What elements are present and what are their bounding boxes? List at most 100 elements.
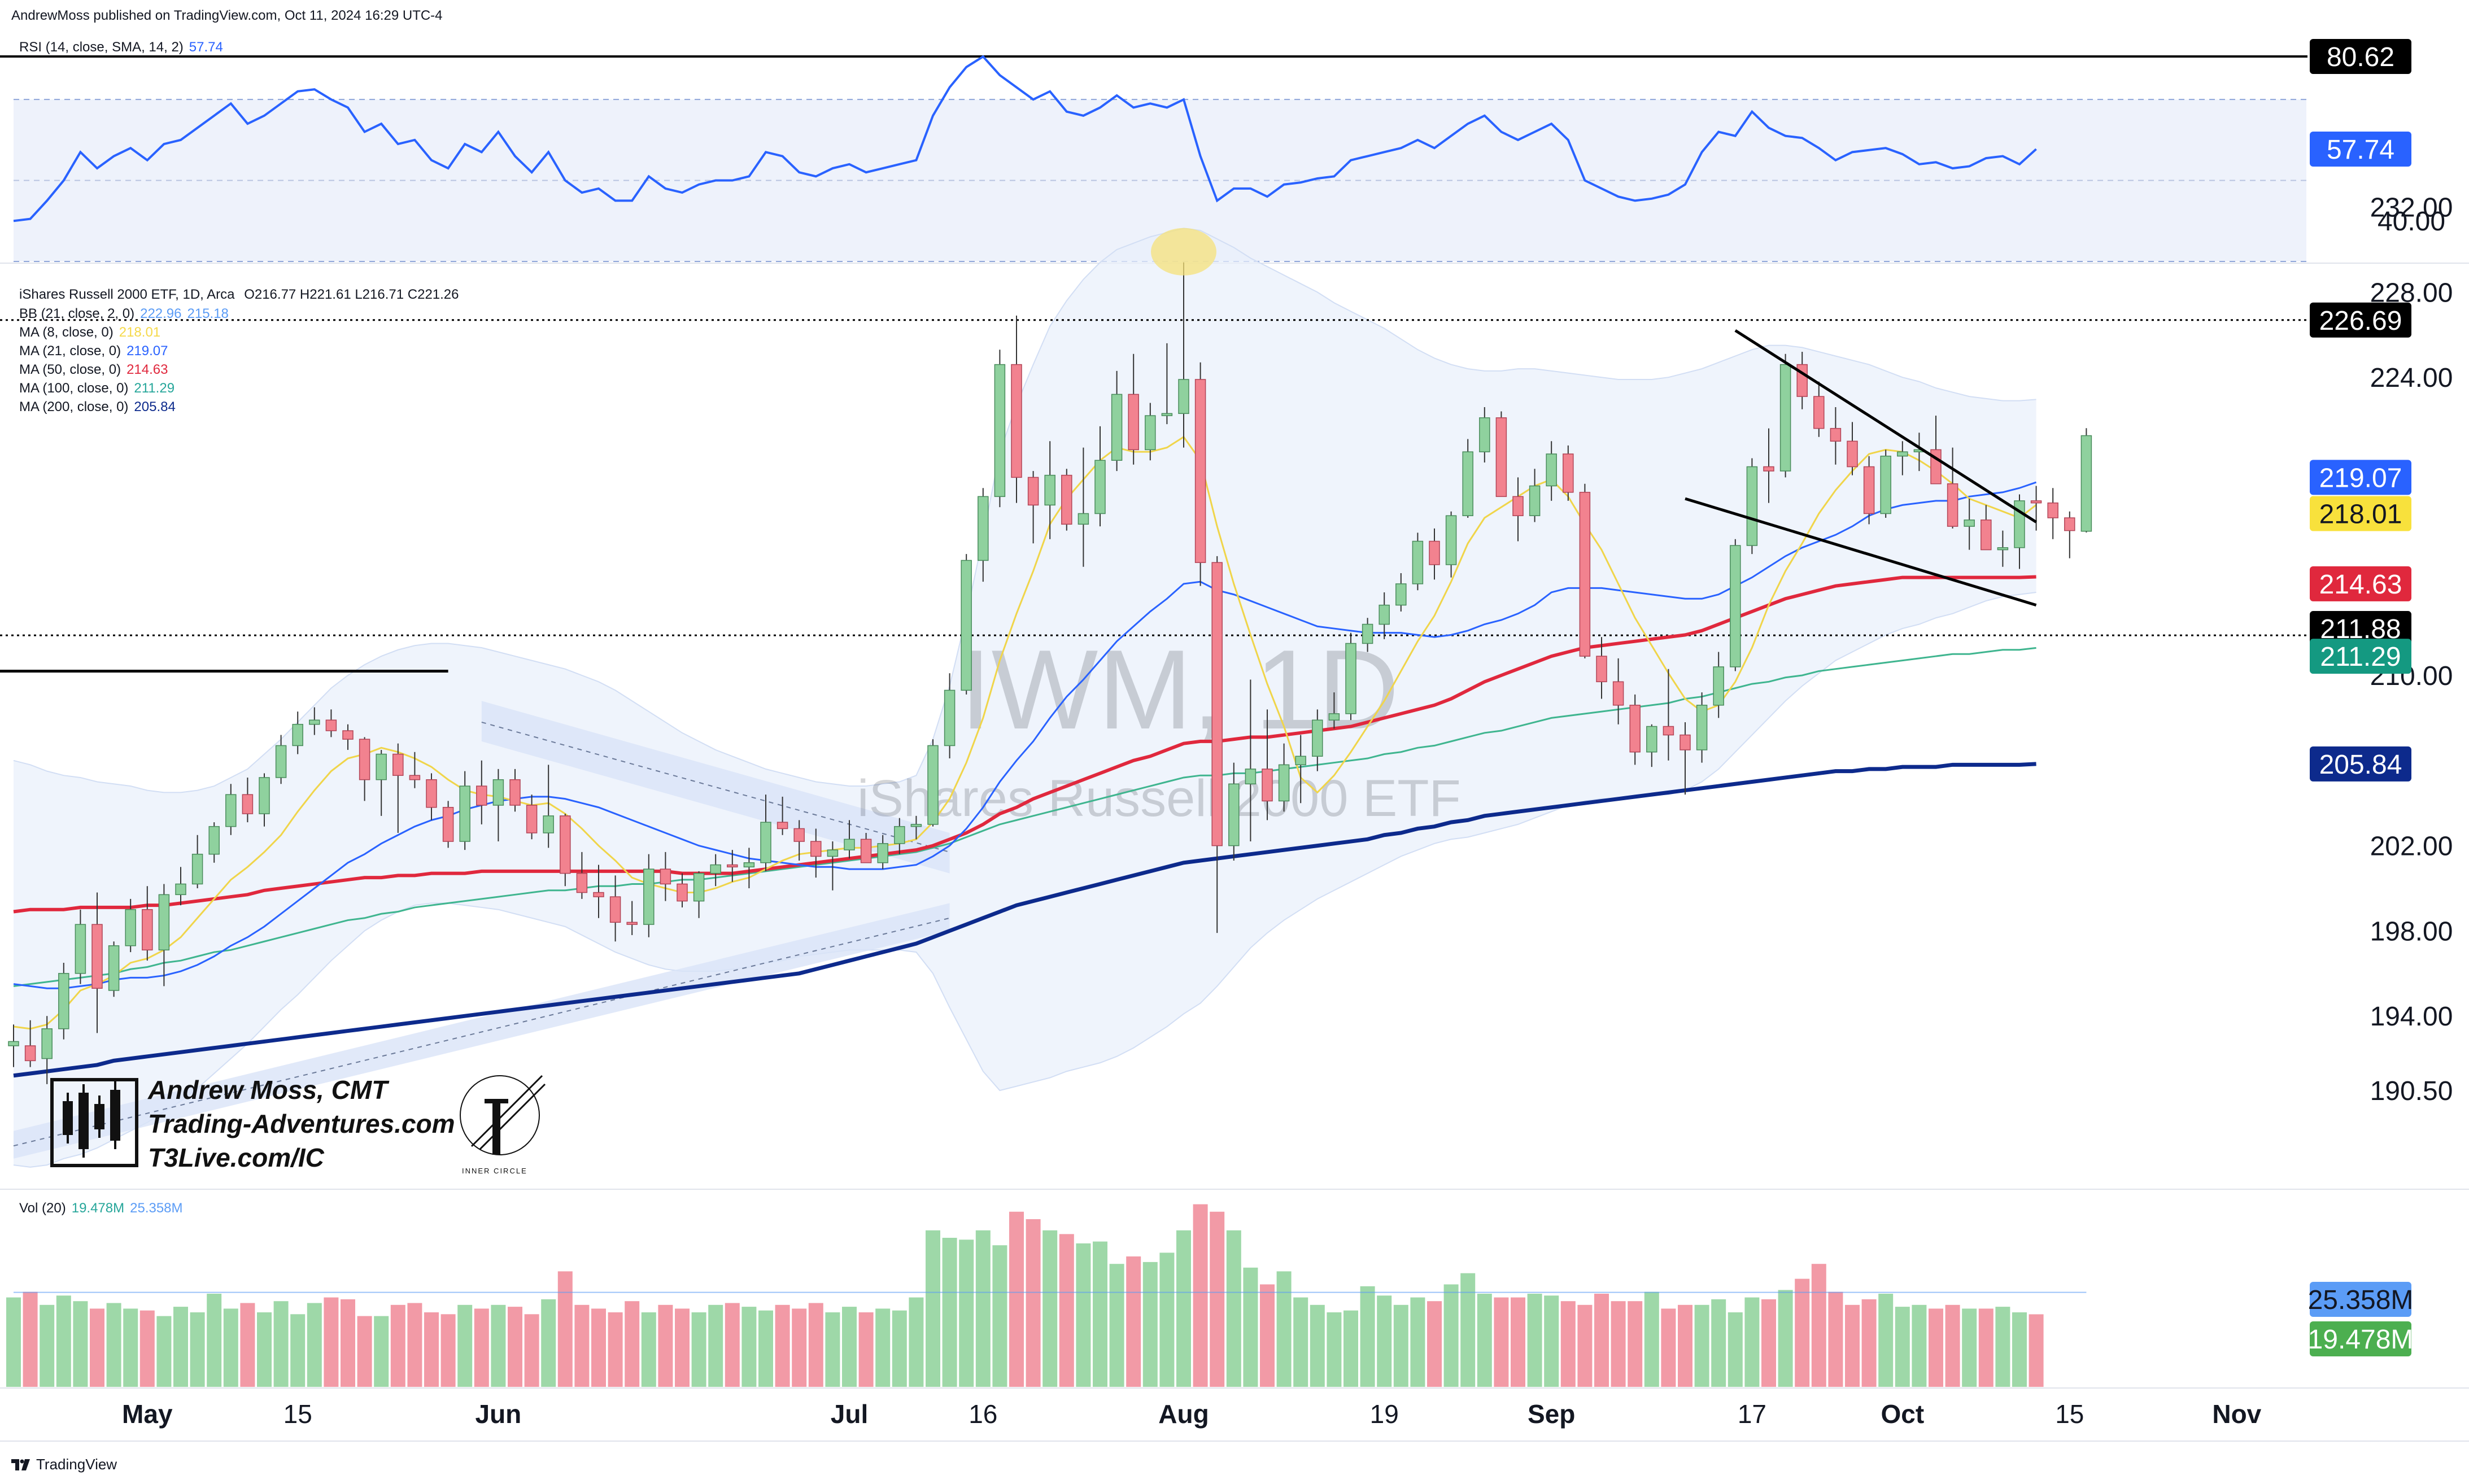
candle[interactable] (1596, 637, 1607, 699)
candle[interactable] (526, 795, 538, 840)
candle[interactable] (576, 852, 588, 899)
candle[interactable] (1579, 483, 1591, 658)
candle[interactable] (459, 771, 470, 850)
candle[interactable] (1964, 499, 1975, 550)
candle[interactable] (509, 769, 521, 812)
candle[interactable] (125, 898, 136, 953)
candle[interactable] (1345, 632, 1356, 721)
candle[interactable] (359, 737, 370, 801)
candle[interactable] (208, 822, 220, 863)
candle[interactable] (1512, 477, 1524, 542)
candle[interactable] (860, 832, 872, 863)
candle[interactable] (1145, 403, 1156, 461)
candle[interactable] (593, 865, 604, 918)
candle[interactable] (1295, 735, 1306, 804)
candle[interactable] (1094, 426, 1106, 527)
candle[interactable] (927, 739, 939, 827)
candle[interactable] (75, 909, 86, 984)
candle[interactable] (342, 724, 354, 750)
candle[interactable] (1078, 447, 1089, 567)
candle[interactable] (1646, 724, 1657, 767)
candle[interactable] (643, 854, 655, 937)
indicator-legend-row[interactable]: MA (50, close, 0) 214.63 (19, 362, 168, 378)
candle[interactable] (944, 673, 956, 759)
candle[interactable] (1044, 441, 1055, 539)
candle[interactable] (1680, 722, 1691, 795)
candle[interactable] (1194, 362, 1206, 586)
candle[interactable] (1730, 539, 1741, 671)
candle[interactable] (1395, 573, 1407, 612)
candle[interactable] (1947, 447, 1958, 529)
candle[interactable] (1262, 709, 1273, 820)
candle[interactable] (259, 773, 270, 827)
candle[interactable] (777, 796, 788, 835)
indicator-legend-row[interactable]: MA (21, close, 0) 219.07 (19, 343, 168, 359)
candle[interactable] (492, 769, 504, 842)
candle[interactable] (543, 765, 554, 848)
candle[interactable] (1061, 469, 1072, 531)
candle[interactable] (910, 815, 922, 840)
candle[interactable] (108, 941, 120, 997)
candle[interactable] (1495, 411, 1507, 497)
indicator-legend-row[interactable]: MA (200, close, 0) 205.84 (19, 399, 176, 415)
indicator-legend-row[interactable]: MA (8, close, 0) 218.01 (19, 325, 160, 341)
candle[interactable] (1813, 381, 1825, 437)
candle[interactable] (727, 850, 738, 882)
candle[interactable] (1429, 528, 1440, 580)
candle[interactable] (1880, 449, 1891, 518)
candle[interactable] (560, 814, 571, 887)
candle[interactable] (1663, 669, 1674, 761)
candle[interactable] (793, 820, 805, 861)
candle[interactable] (894, 818, 905, 854)
candle[interactable] (1462, 439, 1473, 518)
candle[interactable] (1379, 592, 1390, 639)
candle[interactable] (877, 835, 888, 870)
candle[interactable] (743, 848, 755, 888)
candle[interactable] (1696, 692, 1708, 763)
candle[interactable] (1763, 428, 1774, 503)
candle[interactable] (1546, 441, 1557, 501)
candle[interactable] (827, 841, 839, 891)
candle[interactable] (1245, 679, 1257, 842)
candle[interactable] (660, 852, 671, 901)
candle[interactable] (1445, 511, 1457, 578)
candle[interactable] (1128, 353, 1139, 465)
candle[interactable] (476, 760, 487, 824)
candle[interactable] (810, 828, 822, 878)
candle[interactable] (2064, 511, 2075, 558)
candle[interactable] (442, 801, 454, 848)
candle[interactable] (626, 901, 638, 935)
candle[interactable] (175, 867, 186, 906)
candle[interactable] (309, 707, 320, 735)
candle[interactable] (844, 820, 855, 859)
candle[interactable] (961, 554, 972, 695)
candle[interactable] (158, 884, 170, 987)
tradingview-footer[interactable]: TradingView (11, 1456, 117, 1473)
candle[interactable] (1847, 422, 1858, 475)
candle[interactable] (1713, 652, 1724, 718)
candle[interactable] (1211, 556, 1223, 933)
candle[interactable] (58, 962, 69, 1040)
candle[interactable] (1897, 441, 1908, 475)
candle[interactable] (1312, 709, 1323, 771)
candle[interactable] (1011, 315, 1022, 503)
candle[interactable] (693, 871, 705, 918)
candle[interactable] (24, 1020, 36, 1067)
candle[interactable] (1362, 618, 1373, 652)
candle[interactable] (1981, 505, 1992, 551)
volume-legend[interactable]: Vol (20) 19.478M 25.358M (19, 1201, 183, 1216)
candle[interactable] (1479, 407, 1490, 462)
candle[interactable] (8, 1024, 19, 1067)
candle[interactable] (1278, 743, 1290, 812)
candle[interactable] (1830, 407, 1842, 465)
candle[interactable] (191, 835, 203, 888)
candle[interactable] (2047, 488, 2058, 539)
candle[interactable] (409, 752, 421, 788)
main-legend-title[interactable]: iShares Russell 2000 ETF, 1D, Arca O216.… (19, 287, 459, 303)
indicator-legend-row[interactable]: MA (100, close, 0) 211.29 (19, 381, 175, 396)
candle[interactable] (2030, 486, 2042, 531)
candle[interactable] (1178, 262, 1189, 448)
candle[interactable] (1228, 762, 1240, 861)
candle[interactable] (325, 709, 337, 737)
